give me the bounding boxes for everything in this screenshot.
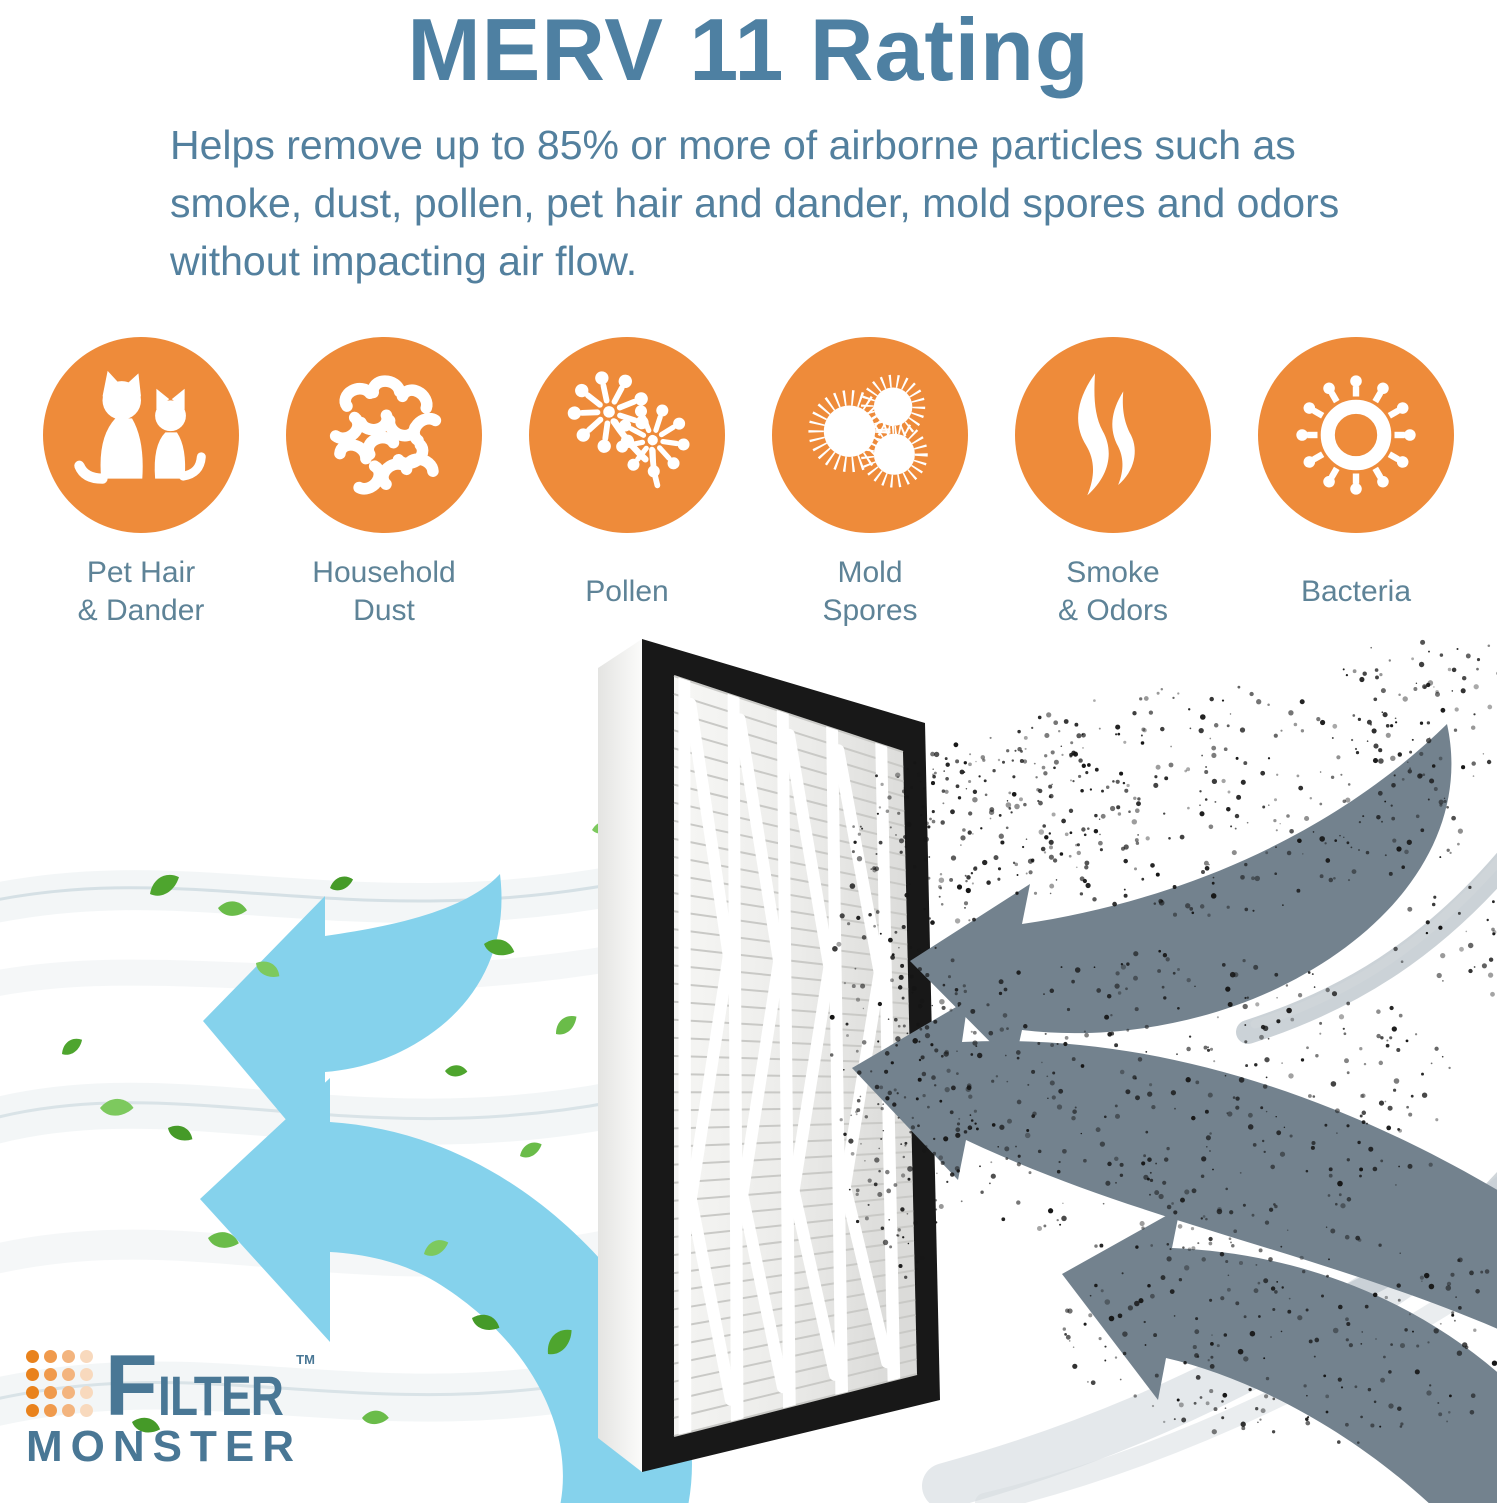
smoke-odors-icon xyxy=(1015,337,1211,533)
benefit-household-dust: Household Dust xyxy=(271,337,497,631)
header: MERV 11 Rating Helps remove up to 85% or… xyxy=(0,6,1497,291)
benefit-mold-spores: Mold Spores xyxy=(757,337,983,631)
benefit-bacteria: Bacteria xyxy=(1243,337,1469,631)
benefit-smoke-odors: Smoke & Odors xyxy=(1000,337,1226,631)
filter-monster-logo: F ILTER TM MONSTER xyxy=(26,1350,315,1469)
mold-spores-icon xyxy=(772,337,968,533)
benefit-label: Smoke & Odors xyxy=(1058,553,1168,631)
trademark-symbol: TM xyxy=(296,1352,315,1367)
benefit-pet-hair-dander: Pet Hair & Dander xyxy=(28,337,254,631)
bacteria-icon xyxy=(1258,337,1454,533)
subtitle-line: Helps remove up to 85% or more of airbor… xyxy=(170,116,1497,174)
dirty-air-arrow xyxy=(910,724,1451,1066)
page-title: MERV 11 Rating xyxy=(0,6,1497,94)
subtitle-line: smoke, dust, pollen, pet hair and dander… xyxy=(170,174,1497,232)
filter-side-panel xyxy=(598,639,642,1472)
benefit-label: Pet Hair & Dander xyxy=(78,553,205,631)
benefit-label: Bacteria xyxy=(1301,553,1411,631)
subtitle: Helps remove up to 85% or more of airbor… xyxy=(170,116,1497,291)
subtitle-line: without impacting air flow. xyxy=(170,232,1497,290)
benefit-icons-row: Pet Hair & Dander xyxy=(0,337,1497,631)
brand-name-monster: MONSTER xyxy=(26,1425,315,1469)
logo-dot-grid-icon xyxy=(26,1350,93,1417)
benefit-pollen: Pollen xyxy=(514,337,740,631)
brand-name-filter: F ILTER TM xyxy=(105,1352,315,1421)
pet-hair-dander-icon xyxy=(43,337,239,533)
benefit-label: Household Dust xyxy=(312,553,455,631)
benefit-label: Pollen xyxy=(585,553,668,631)
benefit-label: Mold Spores xyxy=(822,553,917,631)
household-dust-icon xyxy=(286,337,482,533)
pollen-icon xyxy=(529,337,725,533)
